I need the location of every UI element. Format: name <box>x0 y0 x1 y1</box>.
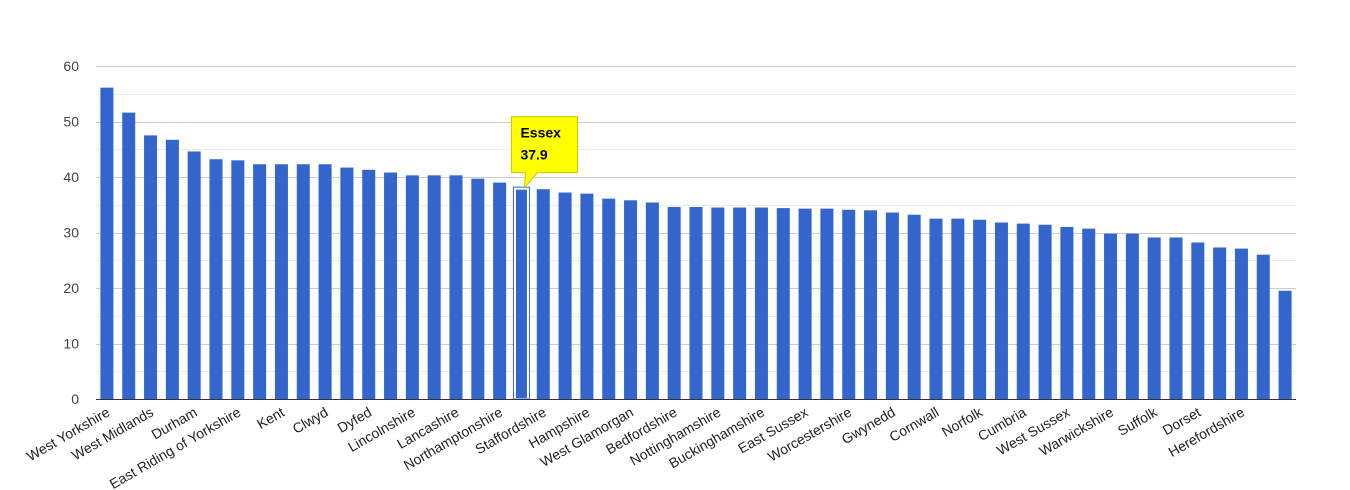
x-tick-label: Cornwall <box>886 404 941 445</box>
bar[interactable] <box>558 192 572 399</box>
bar[interactable] <box>1234 248 1248 399</box>
bar[interactable] <box>1125 233 1139 399</box>
bar[interactable] <box>536 189 550 399</box>
y-tick-label: 40 <box>63 169 79 185</box>
bar[interactable] <box>1038 224 1052 399</box>
bar[interactable] <box>362 169 376 399</box>
bar[interactable] <box>165 139 179 399</box>
bar[interactable] <box>1060 226 1074 399</box>
bar[interactable] <box>842 209 856 399</box>
y-tick-label: 10 <box>63 336 79 352</box>
y-tick-label: 50 <box>63 114 79 130</box>
y-tick-label: 60 <box>63 58 79 74</box>
bar[interactable] <box>493 182 507 399</box>
x-tick-label: Clwyd <box>290 404 331 437</box>
bar[interactable] <box>1191 242 1205 399</box>
bar[interactable] <box>274 164 288 399</box>
bar[interactable] <box>340 167 354 399</box>
bar[interactable] <box>1147 237 1161 399</box>
tooltip-value: 37.9 <box>520 147 547 163</box>
bar[interactable] <box>1278 290 1292 399</box>
y-tick-label: 0 <box>71 391 79 407</box>
bar[interactable] <box>100 87 114 399</box>
bar[interactable] <box>1016 223 1030 399</box>
tooltip: Essex 37.9 <box>510 116 578 190</box>
bar[interactable] <box>144 135 158 400</box>
bar[interactable] <box>296 164 310 399</box>
bar-highlighted[interactable] <box>513 187 529 400</box>
bar[interactable] <box>1104 233 1118 399</box>
bar[interactable] <box>1169 237 1183 399</box>
bar[interactable] <box>318 164 332 399</box>
bar[interactable] <box>1256 254 1270 399</box>
tooltip-box <box>510 116 578 190</box>
bar[interactable] <box>122 112 136 400</box>
bar[interactable] <box>471 178 485 399</box>
bar[interactable] <box>427 175 441 399</box>
bar[interactable] <box>1082 228 1096 399</box>
bar[interactable] <box>602 198 616 399</box>
bar[interactable] <box>907 214 921 399</box>
bar[interactable] <box>209 159 223 399</box>
y-tick-label: 20 <box>63 280 79 296</box>
bar[interactable] <box>231 160 245 399</box>
bar[interactable] <box>798 208 812 399</box>
bar[interactable] <box>580 193 594 399</box>
bar[interactable] <box>449 175 463 399</box>
bar[interactable] <box>754 207 768 399</box>
bar[interactable] <box>405 175 419 399</box>
x-tick-label: Kent <box>254 404 287 432</box>
bar[interactable] <box>1213 247 1227 399</box>
bar[interactable] <box>384 172 398 399</box>
y-tick-label: 30 <box>63 225 79 241</box>
bar[interactable] <box>951 218 965 400</box>
bar[interactable] <box>885 212 899 399</box>
bar[interactable] <box>929 218 943 400</box>
tooltip-name: Essex <box>520 125 561 141</box>
bar[interactable] <box>667 206 681 399</box>
bar[interactable] <box>994 222 1008 399</box>
bar[interactable] <box>733 207 747 399</box>
x-tick-label: Suffolk <box>1115 403 1161 439</box>
bar[interactable] <box>711 207 725 399</box>
bar[interactable] <box>624 200 638 399</box>
bar[interactable] <box>645 202 659 399</box>
bar[interactable] <box>776 208 790 399</box>
bar[interactable] <box>820 208 834 399</box>
bar[interactable] <box>253 164 267 399</box>
bars <box>100 87 1292 400</box>
bar[interactable] <box>973 219 987 399</box>
bar[interactable] <box>689 206 703 399</box>
y-axis-ticks: 0 10 20 30 40 50 60 <box>63 58 79 407</box>
bar[interactable] <box>187 151 201 399</box>
bar[interactable] <box>864 210 878 399</box>
